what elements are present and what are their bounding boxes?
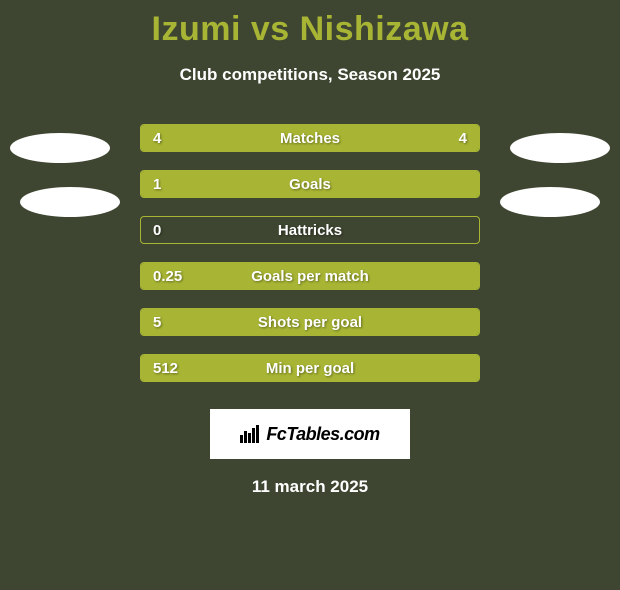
page-title: Izumi vs Nishizawa: [0, 10, 620, 49]
stat-value-right: 4: [459, 130, 467, 147]
date-label: 11 march 2025: [0, 477, 620, 497]
stat-value-left: 4: [153, 130, 161, 147]
stat-row: 1 Goals: [0, 161, 620, 207]
stat-row: 512 Min per goal: [0, 345, 620, 391]
stat-value-left: 512: [153, 360, 178, 377]
stat-label: Hattricks: [278, 222, 342, 239]
stat-bar-track: 4 4 Matches: [140, 124, 480, 152]
stats-container: 4 4 Matches 1 Goals 0 Hattricks 0.25 Goals per m…: [0, 115, 620, 391]
stat-row: 5 Shots per goal: [0, 299, 620, 345]
stat-row: 0 Hattricks: [0, 207, 620, 253]
stat-value-left: 0: [153, 222, 161, 239]
stat-value-left: 1: [153, 176, 161, 193]
stat-label: Shots per goal: [258, 314, 362, 331]
stat-bar-track: 5 Shots per goal: [140, 308, 480, 336]
stat-label: Min per goal: [266, 360, 354, 377]
stat-bar-track: 0 Hattricks: [140, 216, 480, 244]
stat-label: Goals: [289, 176, 331, 193]
stat-value-left: 5: [153, 314, 161, 331]
page-subtitle: Club competitions, Season 2025: [0, 65, 620, 85]
stat-label: Goals per match: [251, 268, 369, 285]
stat-label: Matches: [280, 130, 340, 147]
stat-row: 4 4 Matches: [0, 115, 620, 161]
stat-bar-track: 1 Goals: [140, 170, 480, 198]
stat-bar-track: 512 Min per goal: [140, 354, 480, 382]
brand-badge: FcTables.com: [210, 409, 410, 459]
stat-row: 0.25 Goals per match: [0, 253, 620, 299]
brand-text: FcTables.com: [266, 424, 379, 445]
stat-value-left: 0.25: [153, 268, 182, 285]
stat-bar-track: 0.25 Goals per match: [140, 262, 480, 290]
bar-chart-icon: [240, 425, 260, 443]
